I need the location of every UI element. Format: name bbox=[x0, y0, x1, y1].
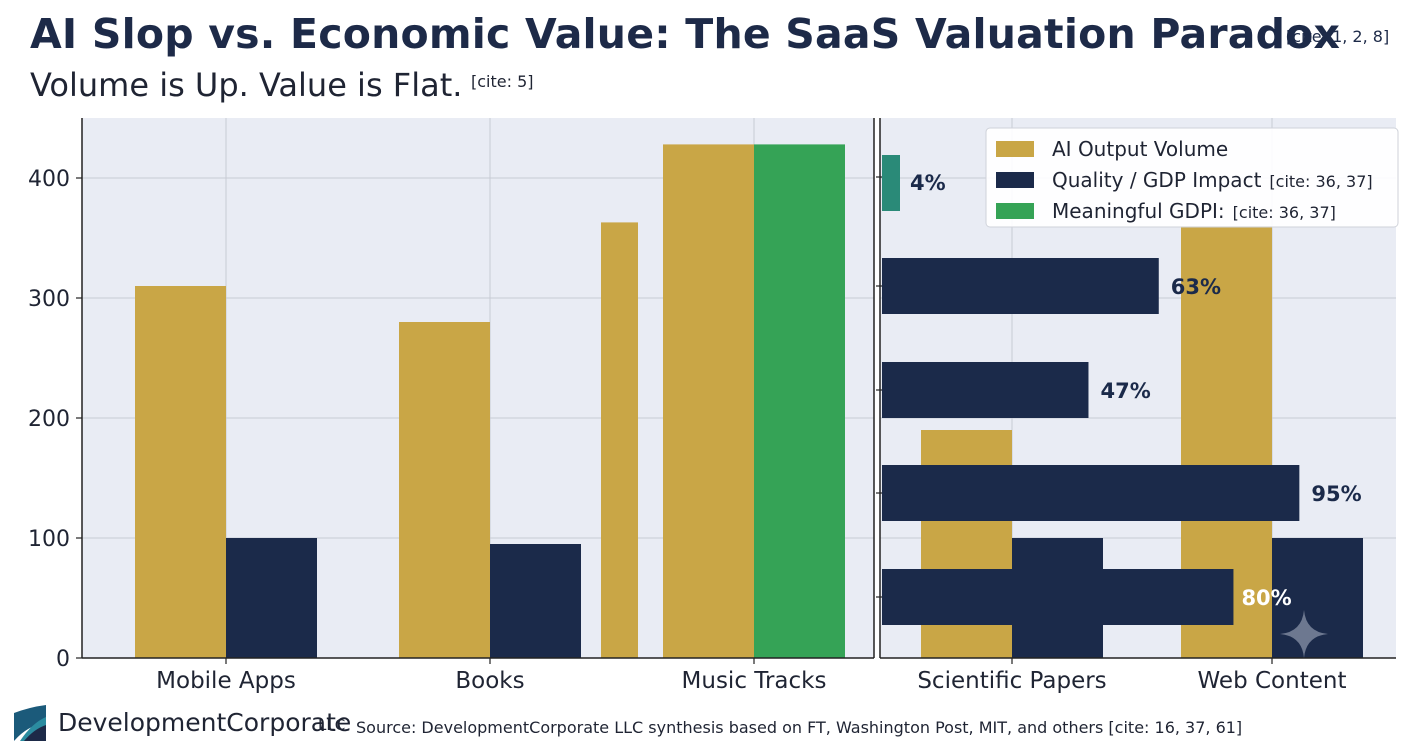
hbar-label: 80% bbox=[1241, 586, 1291, 610]
legend-label: AI Output Volume bbox=[1052, 137, 1228, 161]
footer-source: Source: DevelopmentCorporate LLC synthes… bbox=[356, 718, 1243, 737]
x-tick-label: Books bbox=[455, 668, 524, 694]
legend-label: Meaningful GDPI: [cite: 36, 37] bbox=[1052, 199, 1336, 223]
legend bbox=[985, 127, 1399, 228]
bar-quality bbox=[1272, 538, 1363, 658]
hbar-label: 47% bbox=[1100, 379, 1150, 403]
bar-volume bbox=[399, 322, 490, 658]
legend-label-cite: [cite: 36, 37] bbox=[1269, 172, 1372, 191]
legend-swatch bbox=[996, 203, 1034, 219]
chart-title: AI Slop vs. Economic Value: The SaaS Val… bbox=[30, 10, 1341, 58]
bar-volume-extra bbox=[601, 222, 638, 658]
legend-swatch bbox=[996, 172, 1034, 188]
chart-subtitle-cite: [cite: 5] bbox=[471, 72, 534, 91]
y-tick-label: 300 bbox=[28, 287, 70, 312]
y-tick-label: 0 bbox=[56, 647, 70, 672]
bar-volume bbox=[663, 144, 754, 658]
bar-volume bbox=[135, 286, 226, 658]
legend-label: Quality / GDP Impact [cite: 36, 37] bbox=[1052, 168, 1373, 192]
x-tick-label: Web Content bbox=[1198, 668, 1347, 694]
chart-title-cite: [cite: 1, 2, 8] bbox=[1286, 27, 1390, 46]
chart-subtitle: Volume is Up. Value is Flat. bbox=[30, 66, 463, 104]
legend-label-cite: [cite: 36, 37] bbox=[1233, 203, 1336, 222]
hbar-label: 95% bbox=[1311, 482, 1361, 506]
y-tick-label: 100 bbox=[28, 527, 70, 552]
sparkle-icon bbox=[1280, 610, 1328, 658]
bar-quality bbox=[490, 544, 581, 658]
footer-brand: DevelopmentCorporate bbox=[58, 708, 352, 737]
bar-quality bbox=[226, 538, 317, 658]
logo-icon bbox=[12, 703, 48, 743]
footer-brand-suffix: LLC bbox=[318, 716, 346, 734]
x-tick-label: Mobile Apps bbox=[156, 668, 296, 694]
hbar bbox=[882, 465, 1300, 521]
legend-swatch bbox=[996, 141, 1034, 157]
bar-gdpi bbox=[754, 144, 845, 658]
x-tick-label: Music Tracks bbox=[682, 668, 827, 694]
y-tick-label: 400 bbox=[28, 167, 70, 192]
y-tick-label: 200 bbox=[28, 407, 70, 432]
hbar bbox=[882, 362, 1089, 418]
hbar-label: 63% bbox=[1171, 275, 1221, 299]
hbar bbox=[882, 258, 1159, 314]
hbar-label: 4% bbox=[910, 171, 946, 195]
hbar bbox=[882, 569, 1234, 625]
hbar bbox=[882, 155, 900, 211]
x-tick-label: Scientific Papers bbox=[917, 668, 1106, 694]
